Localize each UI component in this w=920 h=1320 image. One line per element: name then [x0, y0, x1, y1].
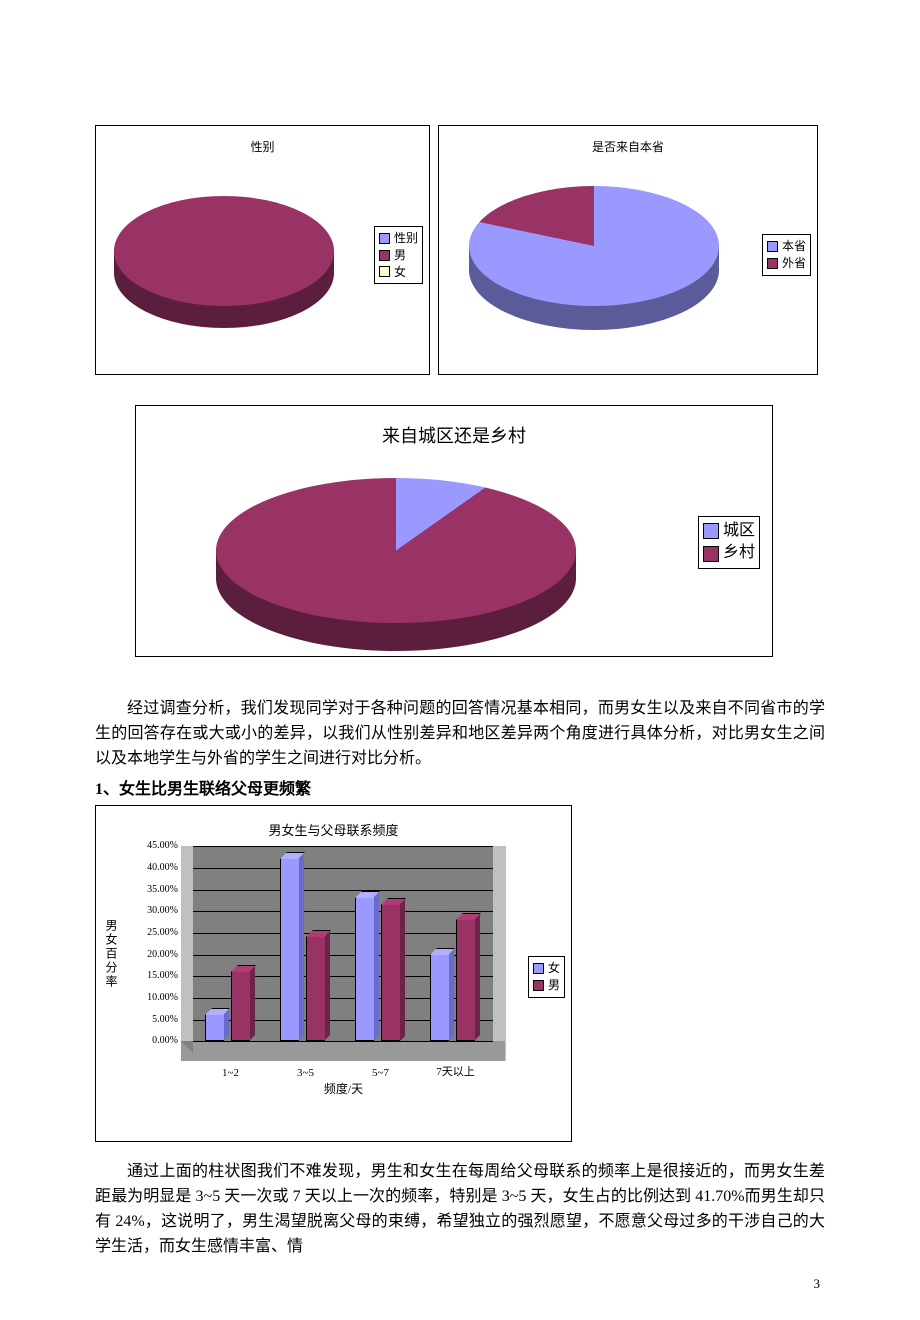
x-category: 5~7 — [351, 1067, 411, 1079]
plot-area: 男女百分率 频度/天 0.00%5.00%10.00%15.00%20.00%2… — [181, 846, 506, 1061]
y-tick: 35.00% — [123, 884, 178, 895]
chart-title: 男女生与父母联系频度 — [96, 820, 571, 839]
pie-gender-chart: 性别 性别男女 — [95, 125, 430, 375]
analysis-paragraph-2: 通过上面的柱状图我们不难发现，男生和女生在每周给父母联系的频率上是很接近的，而男… — [95, 1160, 825, 1259]
chart-title: 性别 — [96, 138, 429, 155]
pie-urban-rural-chart: 来自城区还是乡村 城区乡村 — [135, 405, 773, 657]
pie-body — [216, 478, 576, 651]
legend: 女男 — [528, 956, 565, 998]
y-tick: 10.00% — [123, 992, 178, 1003]
analysis-paragraph-1: 经过调查分析，我们发现同学对于各种问题的回答情况基本相同，而男女生以及来自不同省… — [95, 697, 825, 771]
legend-item: 城区 — [703, 520, 755, 542]
legend-item: 乡村 — [703, 542, 755, 564]
y-tick: 40.00% — [123, 862, 178, 873]
y-tick: 30.00% — [123, 905, 178, 916]
y-axis-label: 男女百分率 — [103, 919, 120, 989]
y-tick: 15.00% — [123, 970, 178, 981]
section-heading-1: 1、女生比男生联络父母更频繁 — [95, 775, 825, 799]
legend: 城区乡村 — [698, 516, 760, 569]
y-tick: 25.00% — [123, 927, 178, 938]
y-tick: 20.00% — [123, 949, 178, 960]
y-tick: 5.00% — [123, 1014, 178, 1025]
legend-item: 女 — [379, 264, 418, 281]
pie-province-chart: 是否来自本省 本省外省 — [438, 125, 818, 375]
legend: 性别男女 — [374, 226, 423, 284]
x-category: 7天以上 — [426, 1063, 486, 1079]
x-category: 3~5 — [276, 1067, 336, 1079]
y-tick: 0.00% — [123, 1035, 178, 1046]
legend-item: 男 — [379, 247, 418, 264]
legend-item: 女 — [533, 960, 560, 977]
legend-item: 男 — [533, 977, 560, 994]
pie-body — [469, 186, 719, 330]
chart-title: 是否来自本省 — [439, 138, 817, 155]
x-axis-label: 频度/天 — [181, 1080, 506, 1097]
chart-title: 来自城区还是乡村 — [136, 422, 772, 448]
legend-item: 本省 — [767, 238, 806, 255]
pie-body — [114, 196, 334, 328]
legend: 本省外省 — [762, 234, 811, 276]
y-tick: 45.00% — [123, 840, 178, 851]
x-category: 1~2 — [201, 1067, 261, 1079]
page-number: 3 — [814, 1276, 821, 1292]
legend-item: 外省 — [767, 255, 806, 272]
bar-contact-frequency-chart: 男女生与父母联系频度 男女百分率 频度/天 0.00%5.00%10.00%15… — [95, 805, 572, 1142]
